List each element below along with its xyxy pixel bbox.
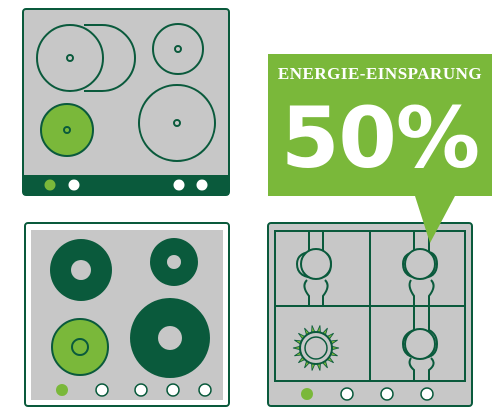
cooking-zone-back-left <box>36 24 136 92</box>
gas-hob <box>267 222 473 407</box>
indicator-light <box>95 383 109 397</box>
hotplate-front-left-active <box>51 318 109 376</box>
indicator-light-active <box>56 384 68 396</box>
burner-front-left-lit <box>292 325 340 371</box>
cooking-zone-front-left-active <box>40 103 94 157</box>
cooking-zone-front-right <box>138 84 216 162</box>
indicator-light <box>420 387 434 401</box>
indicator-light <box>68 179 80 191</box>
burner-back-right <box>404 248 436 280</box>
callout-bubble <box>268 54 492 243</box>
indicator-light-active <box>301 388 313 400</box>
burner-front-right <box>404 328 436 360</box>
callout-value: 50% <box>280 89 480 187</box>
indicator-light <box>340 387 354 401</box>
indicator-light <box>134 383 148 397</box>
indicator-light <box>196 179 208 191</box>
indicator-light-active <box>44 179 56 191</box>
cooking-zone-back-right <box>152 23 204 75</box>
hotplate-back-left <box>50 239 112 301</box>
hotplate-back-right <box>150 238 198 286</box>
indicator-light <box>380 387 394 401</box>
indicator-light <box>173 179 185 191</box>
electric-hob <box>24 222 230 407</box>
indicator-light <box>166 383 180 397</box>
hotplate-front-right <box>130 298 210 378</box>
callout-heading: ENERGIE-EINSPARUNG <box>277 64 483 83</box>
indicator-light <box>198 383 212 397</box>
induction-hob <box>22 8 230 196</box>
burner-back-left <box>300 248 332 280</box>
